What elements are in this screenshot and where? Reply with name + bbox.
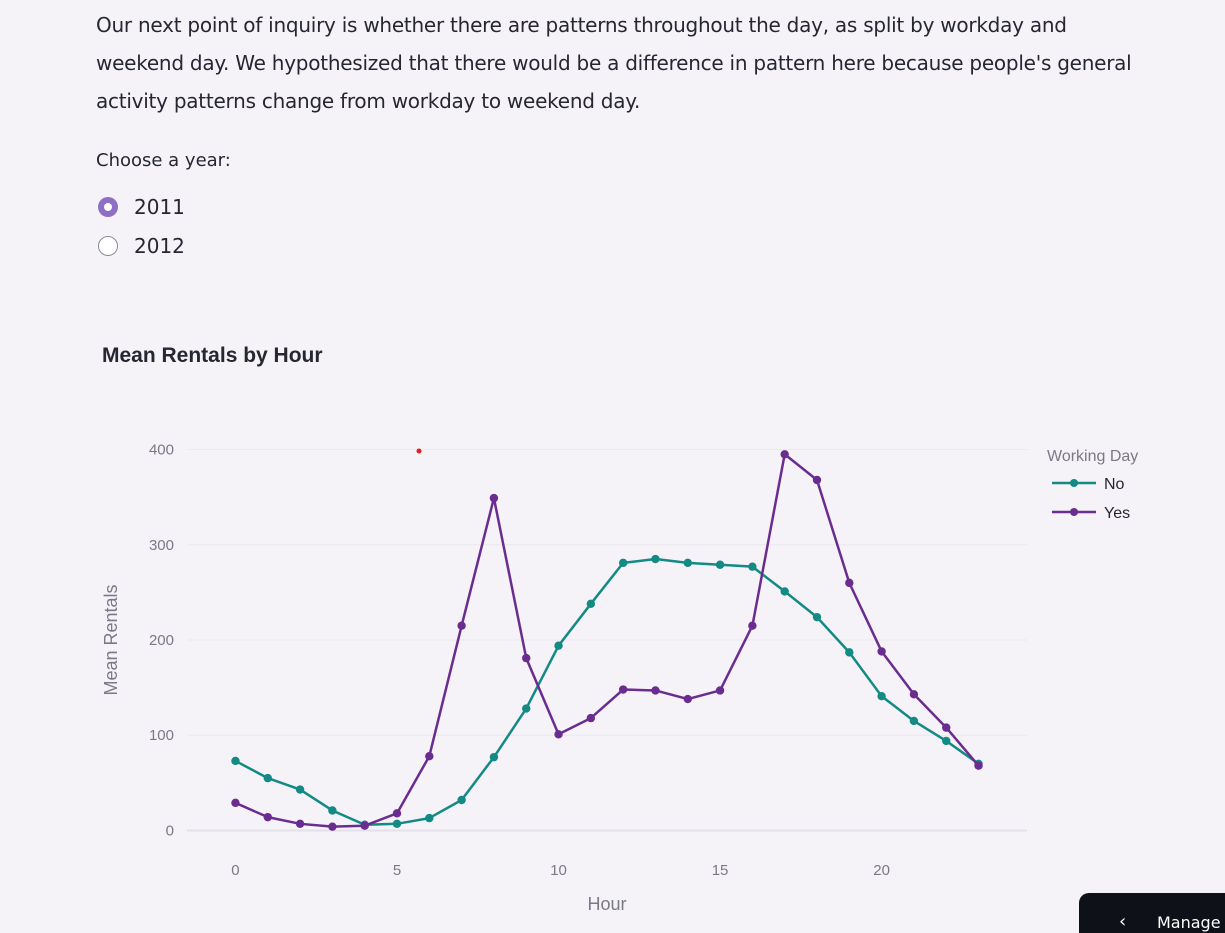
data-point-yes[interactable]: [586, 713, 596, 723]
data-point-yes[interactable]: [457, 621, 466, 630]
x-axis-label: Hour: [587, 894, 626, 914]
data-point-yes[interactable]: [489, 493, 499, 503]
x-tick-label: 5: [393, 862, 401, 879]
data-point-yes[interactable]: [909, 690, 919, 699]
legend-label-no: No: [1104, 476, 1125, 493]
y-tick-label: 300: [149, 537, 174, 554]
legend-marker-yes-icon: [1070, 508, 1078, 516]
data-point-yes[interactable]: [877, 647, 886, 656]
legend-title: Working Day: [1047, 448, 1138, 465]
data-point-yes[interactable]: [942, 723, 951, 732]
stray-red-dot: [416, 448, 422, 454]
data-point-no[interactable]: [748, 562, 757, 571]
data-point-no[interactable]: [683, 558, 692, 568]
y-tick-label: 200: [149, 632, 174, 649]
data-point-no[interactable]: [295, 785, 305, 794]
data-point-yes[interactable]: [974, 761, 983, 770]
data-point-no[interactable]: [328, 806, 337, 815]
data-point-yes[interactable]: [360, 821, 369, 830]
data-point-yes[interactable]: [295, 819, 305, 829]
radio-unchecked-icon[interactable]: [98, 236, 118, 256]
y-axis-ticks: 0 100 200 300 400: [149, 442, 174, 840]
data-point-yes[interactable]: [392, 809, 402, 818]
data-point-no[interactable]: [651, 554, 660, 564]
data-point-yes[interactable]: [328, 822, 337, 831]
x-tick-label: 20: [873, 862, 890, 879]
legend-item-yes[interactable]: Yes: [1052, 505, 1130, 522]
x-tick-label: 10: [550, 862, 567, 879]
data-point-no[interactable]: [942, 736, 951, 746]
data-point-yes[interactable]: [812, 475, 822, 485]
data-point-yes[interactable]: [748, 621, 757, 630]
manage-app-button[interactable]: ‹ Manage app: [1079, 893, 1225, 933]
data-point-no[interactable]: [618, 558, 628, 568]
x-tick-label: 0: [231, 862, 239, 879]
series-line-no: [234, 557, 980, 827]
legend-label-yes: Yes: [1104, 505, 1130, 522]
data-point-no[interactable]: [715, 560, 725, 569]
radio-checked-icon[interactable]: [98, 197, 118, 217]
radio-option-label: 2012: [134, 234, 185, 258]
data-point-yes[interactable]: [651, 686, 660, 695]
data-point-yes[interactable]: [618, 685, 628, 694]
data-point-yes[interactable]: [845, 578, 854, 588]
legend-item-no[interactable]: No: [1052, 476, 1125, 493]
data-point-yes[interactable]: [683, 694, 692, 704]
intro-paragraph: Our next point of inquiry is whether the…: [96, 13, 1132, 113]
data-point-no[interactable]: [231, 756, 240, 766]
legend[interactable]: Working Day No Yes: [1047, 448, 1138, 522]
data-point-no[interactable]: [780, 587, 789, 596]
data-point-yes[interactable]: [522, 653, 531, 663]
data-point-no[interactable]: [877, 691, 886, 701]
data-point-yes[interactable]: [780, 450, 789, 459]
y-tick-label: 400: [149, 442, 174, 459]
data-point-no[interactable]: [263, 773, 272, 783]
data-point-no[interactable]: [909, 716, 919, 726]
data-point-no[interactable]: [845, 648, 854, 657]
radio-option-label: 2011: [134, 195, 185, 219]
data-point-no[interactable]: [586, 599, 596, 609]
data-point-yes[interactable]: [715, 686, 725, 695]
data-point-no[interactable]: [425, 813, 434, 823]
data-point-yes[interactable]: [554, 730, 563, 739]
series-line-yes: [234, 453, 980, 828]
manage-app-label: Manage app: [1157, 913, 1225, 932]
data-point-no[interactable]: [554, 641, 563, 650]
gridlines: [187, 449, 1027, 832]
year-selector-label: Choose a year:: [96, 150, 231, 171]
data-point-yes[interactable]: [231, 798, 240, 808]
data-point-no[interactable]: [522, 704, 531, 713]
legend-marker-no-icon: [1070, 479, 1078, 487]
radio-option-2011[interactable]: 2011: [98, 194, 185, 220]
data-point-yes[interactable]: [425, 751, 434, 761]
y-axis-label: Mean Rentals: [101, 584, 121, 695]
series-lines: [231, 450, 983, 831]
y-tick-label: 0: [166, 822, 174, 839]
x-axis-ticks: 0 5 10 15 20: [231, 862, 890, 879]
data-point-no[interactable]: [392, 819, 402, 829]
x-tick-label: 15: [712, 862, 729, 879]
data-point-no[interactable]: [489, 752, 499, 762]
data-point-no[interactable]: [457, 795, 466, 805]
chart-title: Mean Rentals by Hour: [102, 344, 323, 367]
radio-option-2012[interactable]: 2012: [98, 233, 185, 259]
data-point-yes[interactable]: [263, 812, 272, 822]
chevron-left-icon: ‹: [1119, 911, 1127, 932]
y-tick-label: 100: [149, 727, 174, 744]
data-point-no[interactable]: [812, 612, 822, 622]
